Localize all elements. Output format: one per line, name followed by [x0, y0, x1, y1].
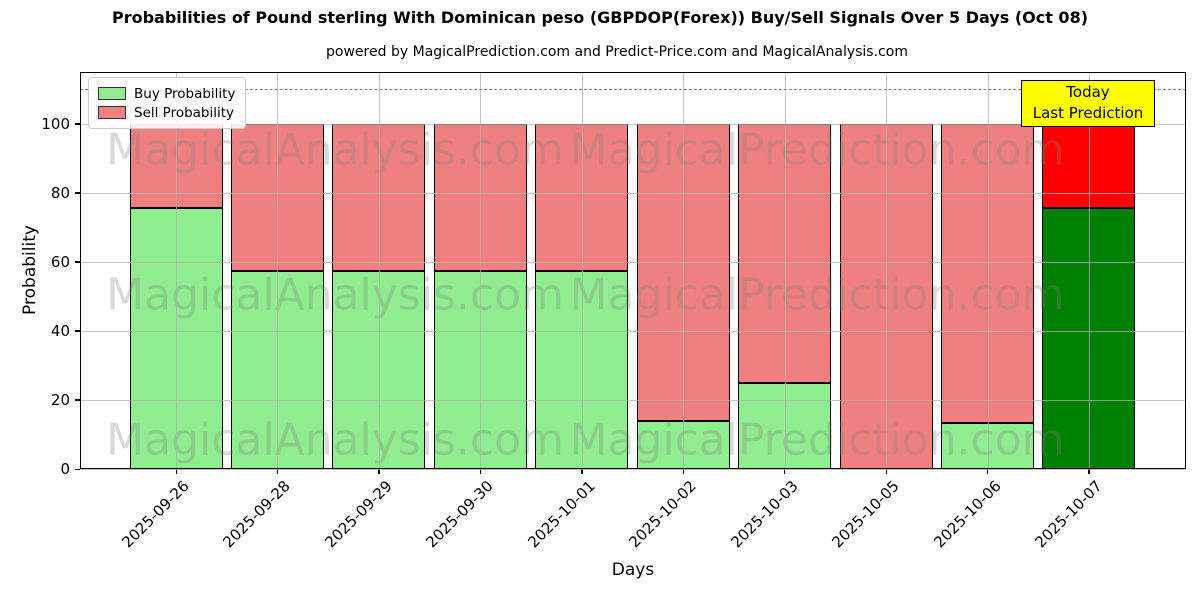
y-tick-label: 100 [41, 114, 70, 133]
x-tick-mark [175, 469, 177, 474]
y-tick-mark [75, 330, 80, 332]
legend-buy-swatch [98, 87, 126, 100]
legend-row-sell: Sell Probability [98, 103, 235, 122]
y-tick-mark [75, 123, 80, 125]
x-tick-label: 2025-09-26 [118, 477, 193, 552]
grid-line-h [80, 469, 1186, 470]
y-tick-label: 60 [50, 252, 70, 271]
grid-line-v [1088, 72, 1090, 469]
watermark-text: MagicalPrediction.com [569, 124, 1065, 176]
x-tick-mark [784, 469, 786, 474]
x-tick-label: 2025-09-28 [219, 477, 295, 552]
y-tick-mark [75, 192, 80, 194]
grid-line-v [886, 72, 888, 469]
x-axis-label: Days [611, 560, 655, 580]
x-tick-mark [479, 469, 482, 474]
legend: Buy Probability Sell Probability [88, 77, 247, 129]
x-tick-label: 2025-10-01 [524, 477, 599, 552]
grid-line-v [987, 72, 989, 469]
grid-line-h [80, 399, 1186, 401]
legend-sell-label: Sell Probability [134, 104, 235, 121]
today-annotation-line2: Last Prediction [1032, 104, 1144, 122]
x-tick-mark [1088, 469, 1090, 474]
grid-line-v [378, 72, 380, 469]
y-tick-label: 80 [50, 183, 70, 202]
watermark-text: MagicalPrediction.com [569, 414, 1065, 466]
x-tick-label: 2025-09-29 [321, 477, 396, 552]
legend-buy-label: Buy Probability [134, 85, 236, 102]
watermark-text: MagicalAnalysis.com [106, 414, 564, 466]
grid-line-h [80, 261, 1186, 263]
grid-line-v [480, 72, 482, 469]
chart-title: Probabilities of Pound sterling With Dom… [111, 8, 1089, 27]
grid-line-h [80, 330, 1186, 332]
x-tick-mark [276, 469, 279, 474]
watermark-text: MagicalPrediction.com [569, 269, 1065, 321]
chart-subtitle: powered by MagicalPrediction.com and Pre… [326, 44, 908, 60]
grid-line-h [80, 192, 1186, 194]
today-annotation-line1: Today [1066, 83, 1110, 101]
today-annotation: Today Last Prediction [1021, 80, 1155, 127]
x-tick-mark [885, 469, 887, 474]
x-tick-mark [581, 469, 583, 474]
y-tick-label: 0 [60, 460, 70, 478]
dashed-threshold-line [80, 89, 1186, 91]
x-tick-label: 2025-10-03 [726, 477, 802, 552]
y-tick-mark [75, 399, 80, 401]
watermark-text: MagicalAnalysis.com [106, 124, 564, 176]
x-tick-mark [682, 469, 684, 474]
watermark-text: MagicalAnalysis.com [106, 269, 564, 321]
grid-line-v [176, 72, 177, 469]
legend-sell-swatch [98, 106, 126, 119]
x-tick-mark [378, 469, 380, 474]
grid-line-v [581, 72, 583, 469]
grid-line-v [784, 72, 786, 469]
x-tick-mark [987, 469, 989, 474]
grid-line-v [683, 72, 685, 469]
legend-row-buy: Buy Probability [98, 84, 235, 103]
y-tick-mark [75, 261, 80, 263]
y-tick-label: 40 [50, 321, 70, 340]
x-tick-label: 2025-10-06 [929, 477, 1005, 552]
plot-area: Buy Probability Sell Probability Today L… [41, 72, 1186, 551]
x-tick-label: 2025-09-30 [422, 477, 498, 552]
y-tick-mark [75, 468, 80, 470]
grid-line-h [80, 123, 1186, 125]
y-tick-label: 20 [50, 390, 70, 409]
grid-line-v [277, 72, 279, 469]
